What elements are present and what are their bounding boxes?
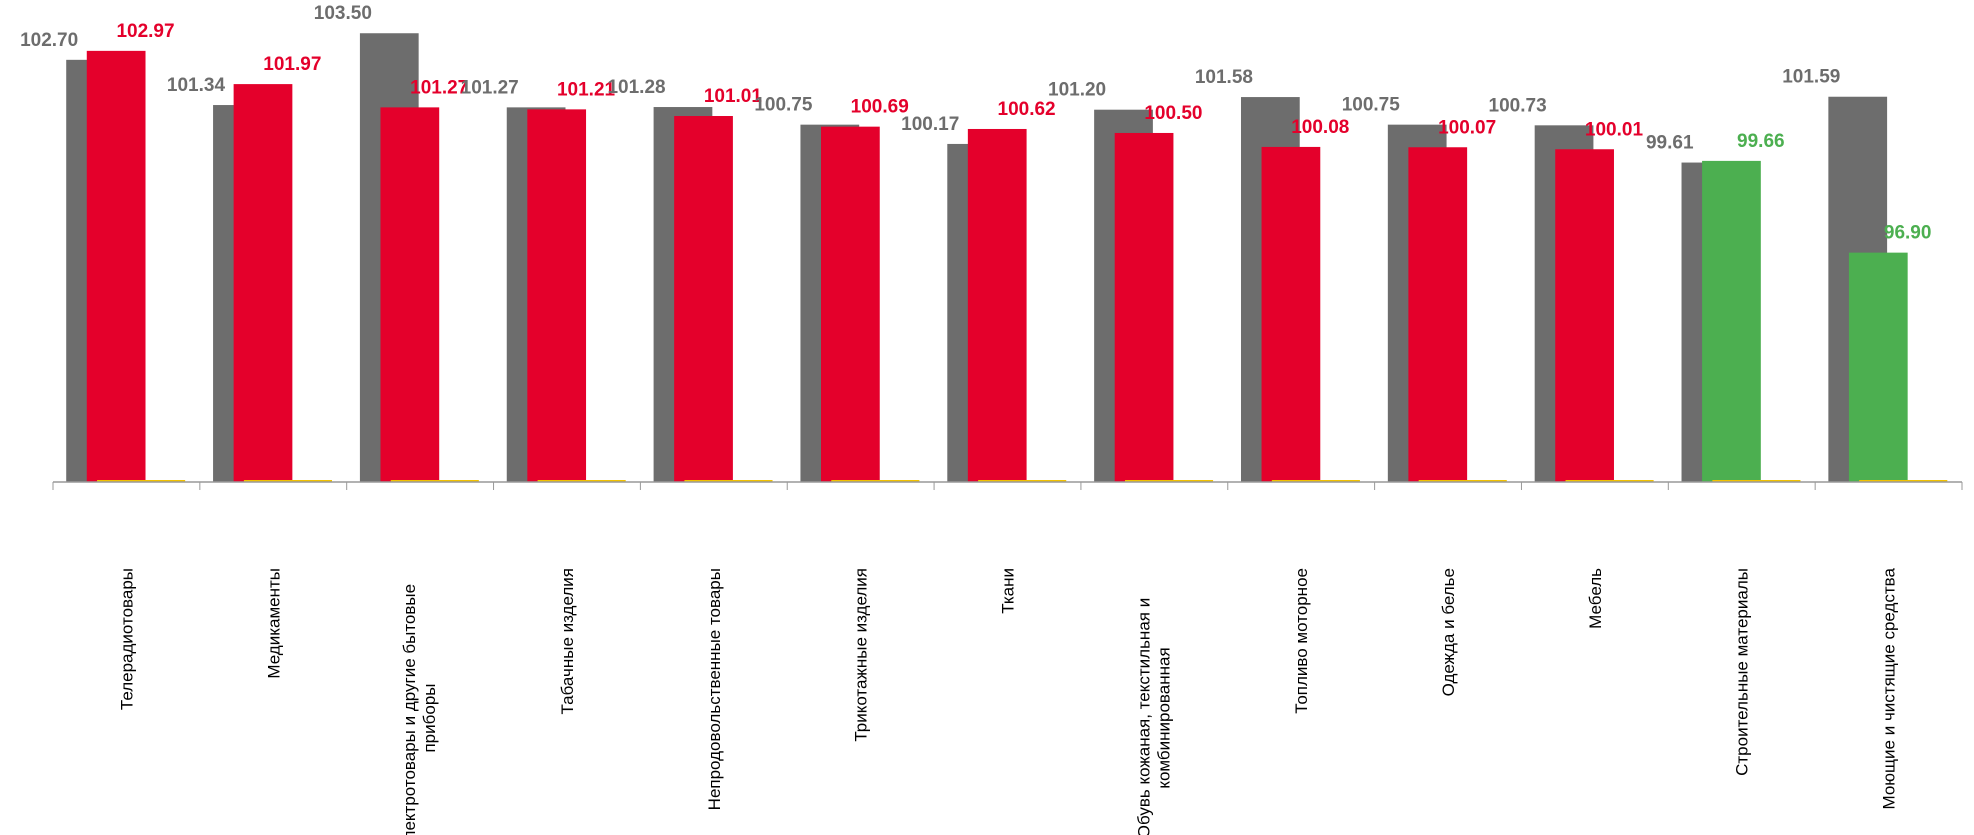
bar — [1848, 252, 1908, 482]
value-label: 101.01 — [704, 86, 763, 107]
value-label: 100.50 — [1144, 103, 1202, 124]
bar — [233, 84, 293, 482]
x-tick-label: Моющие и чистящие средства — [1880, 567, 1899, 809]
bar — [527, 109, 587, 482]
bar — [380, 107, 440, 482]
value-label: 102.70 — [20, 30, 78, 51]
x-tick-label: Обувь кожаная, текстильная икомбинирован… — [1134, 598, 1173, 835]
x-tick-label: Медикаменты — [264, 568, 283, 679]
bar — [674, 116, 733, 482]
value-label: 100.75 — [1342, 95, 1401, 116]
value-label: 101.27 — [410, 77, 468, 98]
x-tick-label: Строительные материалы — [1733, 568, 1752, 776]
x-tick-label: Ткани — [999, 568, 1018, 614]
value-label: 100.62 — [998, 99, 1056, 120]
value-label: 100.08 — [1291, 117, 1349, 138]
bar — [1702, 160, 1761, 482]
bar — [1408, 147, 1468, 482]
x-tick-label: Мебель — [1586, 568, 1605, 629]
value-label: 96.90 — [1884, 223, 1932, 244]
value-label: 101.27 — [461, 77, 519, 98]
value-label: 101.58 — [1195, 67, 1253, 88]
x-tick-label: Телерадиотовары — [117, 568, 136, 710]
bar — [821, 126, 880, 482]
value-label: 99.66 — [1737, 131, 1785, 152]
bar — [967, 128, 1027, 482]
value-label: 99.61 — [1646, 133, 1694, 154]
x-tick-label: Топливо моторное — [1292, 568, 1311, 714]
value-label: 101.28 — [607, 77, 665, 98]
value-label: 100.75 — [754, 95, 813, 116]
value-label: 100.01 — [1585, 119, 1644, 140]
value-label: 101.20 — [1048, 80, 1106, 101]
x-tick-label: Трикотажные изделия — [852, 568, 871, 742]
x-tick-label: Электротовары и другие бытовыеприборы — [400, 584, 439, 835]
value-label: 102.97 — [116, 21, 174, 42]
value-label: 100.17 — [901, 114, 959, 135]
value-label: 100.69 — [851, 97, 909, 118]
bar — [1261, 146, 1321, 483]
value-label: 101.34 — [167, 75, 226, 96]
value-label: 101.59 — [1782, 67, 1840, 88]
x-tick-label: Одежда и белье — [1439, 568, 1458, 696]
bar — [1114, 132, 1174, 482]
value-label: 101.97 — [263, 54, 321, 75]
x-tick-label: Непродовольственные товары — [705, 568, 724, 810]
bar — [1555, 149, 1614, 483]
value-label: 100.73 — [1489, 95, 1547, 116]
value-label: 103.50 — [314, 3, 372, 24]
value-label: 100.07 — [1438, 117, 1496, 138]
bar — [86, 50, 146, 482]
value-label: 101.21 — [557, 79, 616, 100]
x-tick-label: Табачные изделия — [558, 568, 577, 715]
